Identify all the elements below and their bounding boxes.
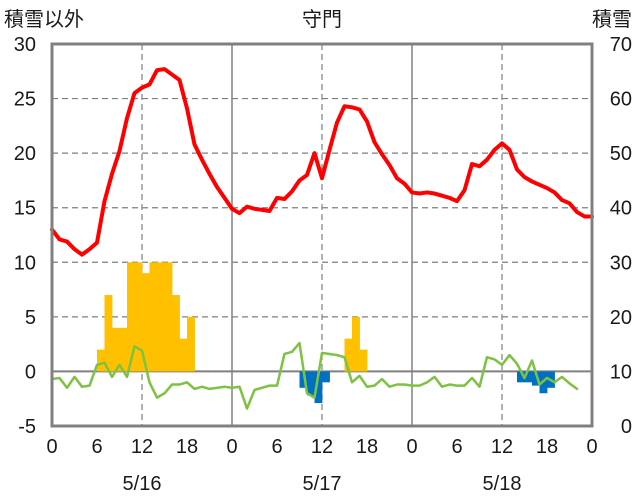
x-hour-tick-label: 0	[586, 436, 597, 458]
right-axis-label: 積雪	[592, 7, 632, 31]
day-label: 5/16	[123, 473, 162, 495]
day-label: 5/18	[483, 473, 522, 495]
orange-bar	[344, 338, 353, 372]
y-left-tick-label: 20	[14, 143, 36, 165]
blue-bar	[322, 371, 330, 383]
x-hour-tick-label: 18	[536, 436, 558, 458]
y-right-tick-label: 20	[610, 307, 632, 329]
plot-border	[50, 42, 594, 428]
y-right-tick-label: 0	[621, 416, 632, 438]
y-right-tick-label: 30	[610, 252, 632, 274]
red-line	[50, 67, 594, 257]
bar-series	[97, 262, 555, 404]
blue-bar	[524, 371, 533, 383]
orange-bar	[352, 316, 360, 372]
blue-bar	[517, 371, 525, 383]
orange-bar	[112, 327, 120, 372]
chart-title: 守門	[302, 7, 342, 31]
blue-bar	[532, 371, 540, 386]
blue-bar	[299, 371, 308, 388]
orange-bar	[97, 349, 105, 372]
x-hour-tick-label: 12	[131, 436, 153, 458]
y-left-tick-label: 25	[14, 89, 36, 111]
orange-bar	[119, 327, 128, 372]
green-line	[50, 341, 579, 410]
y-left-tick-label: 15	[14, 198, 36, 220]
y-left-tick-label: 10	[14, 252, 36, 274]
blue-bar	[307, 371, 315, 396]
day-label: 5/17	[303, 473, 342, 495]
y-right-tick-label: 40	[610, 198, 632, 220]
x-hour-tick-label: 12	[491, 436, 513, 458]
y-right-tick-label: 60	[610, 89, 632, 111]
y-left-tick-label: 0	[25, 361, 36, 383]
orange-bar	[134, 262, 143, 372]
orange-bar	[127, 262, 135, 372]
x-hour-tick-label: 6	[91, 436, 102, 458]
x-hour-tick-label: 0	[226, 436, 237, 458]
orange-bar	[179, 338, 188, 372]
y-right-tick-label: 10	[610, 361, 632, 383]
x-hour-tick-label: 6	[451, 436, 462, 458]
y-left-tick-label: 30	[14, 34, 36, 56]
y-right-tick-label: 70	[610, 34, 632, 56]
x-hour-tick-label: 12	[311, 436, 333, 458]
orange-bar	[149, 262, 158, 372]
left-axis-label: 積雪以外	[4, 7, 84, 31]
x-hour-tick-label: 0	[406, 436, 417, 458]
y-left-tick-label: -5	[18, 416, 36, 438]
line-series	[50, 67, 594, 410]
orange-bar	[142, 273, 150, 372]
orange-bar	[104, 295, 113, 372]
orange-bar	[164, 262, 173, 372]
orange-bar	[172, 295, 180, 372]
x-hour-tick-label: 18	[356, 436, 378, 458]
plot-frame	[50, 42, 594, 428]
y-left-tick-label: 5	[25, 307, 36, 329]
orange-bar	[187, 316, 195, 372]
x-hour-tick-label: 6	[271, 436, 282, 458]
y-right-tick-label: 50	[610, 143, 632, 165]
blue-bar	[314, 371, 323, 404]
orange-bar	[157, 262, 165, 372]
x-hour-tick-label: 0	[46, 436, 57, 458]
orange-bar	[359, 349, 368, 372]
x-hour-tick-label: 18	[176, 436, 198, 458]
